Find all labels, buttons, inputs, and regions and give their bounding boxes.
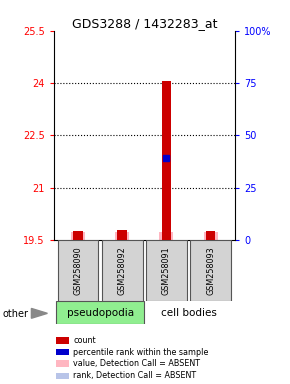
Text: GSM258091: GSM258091 (162, 247, 171, 295)
Title: GDS3288 / 1432283_at: GDS3288 / 1432283_at (72, 17, 217, 30)
Bar (56, 349, 69, 355)
Bar (162, 81, 171, 240)
Bar (117, 230, 127, 240)
Text: cell bodies: cell bodies (161, 308, 216, 318)
Text: pseudopodia: pseudopodia (66, 308, 134, 318)
Bar (206, 230, 215, 240)
Text: count: count (73, 336, 96, 345)
Text: rank, Detection Call = ABSENT: rank, Detection Call = ABSENT (73, 371, 197, 381)
Text: other: other (3, 309, 29, 319)
Bar (58, 240, 98, 301)
Text: percentile rank within the sample: percentile rank within the sample (73, 348, 209, 356)
Bar (102, 240, 142, 301)
Text: GSM258090: GSM258090 (73, 247, 82, 295)
Text: GSM258092: GSM258092 (118, 247, 127, 295)
Bar (56, 360, 69, 366)
Bar (146, 240, 187, 301)
Bar (71, 232, 85, 240)
Bar (56, 338, 69, 344)
Bar (73, 230, 83, 240)
Bar (56, 301, 144, 324)
Text: GSM258093: GSM258093 (206, 247, 215, 295)
Polygon shape (31, 308, 48, 318)
Text: value, Detection Call = ABSENT: value, Detection Call = ABSENT (73, 359, 200, 368)
Bar (190, 240, 231, 301)
Bar (115, 232, 129, 240)
Bar (204, 232, 218, 240)
Bar (56, 373, 69, 379)
Bar (159, 232, 173, 240)
